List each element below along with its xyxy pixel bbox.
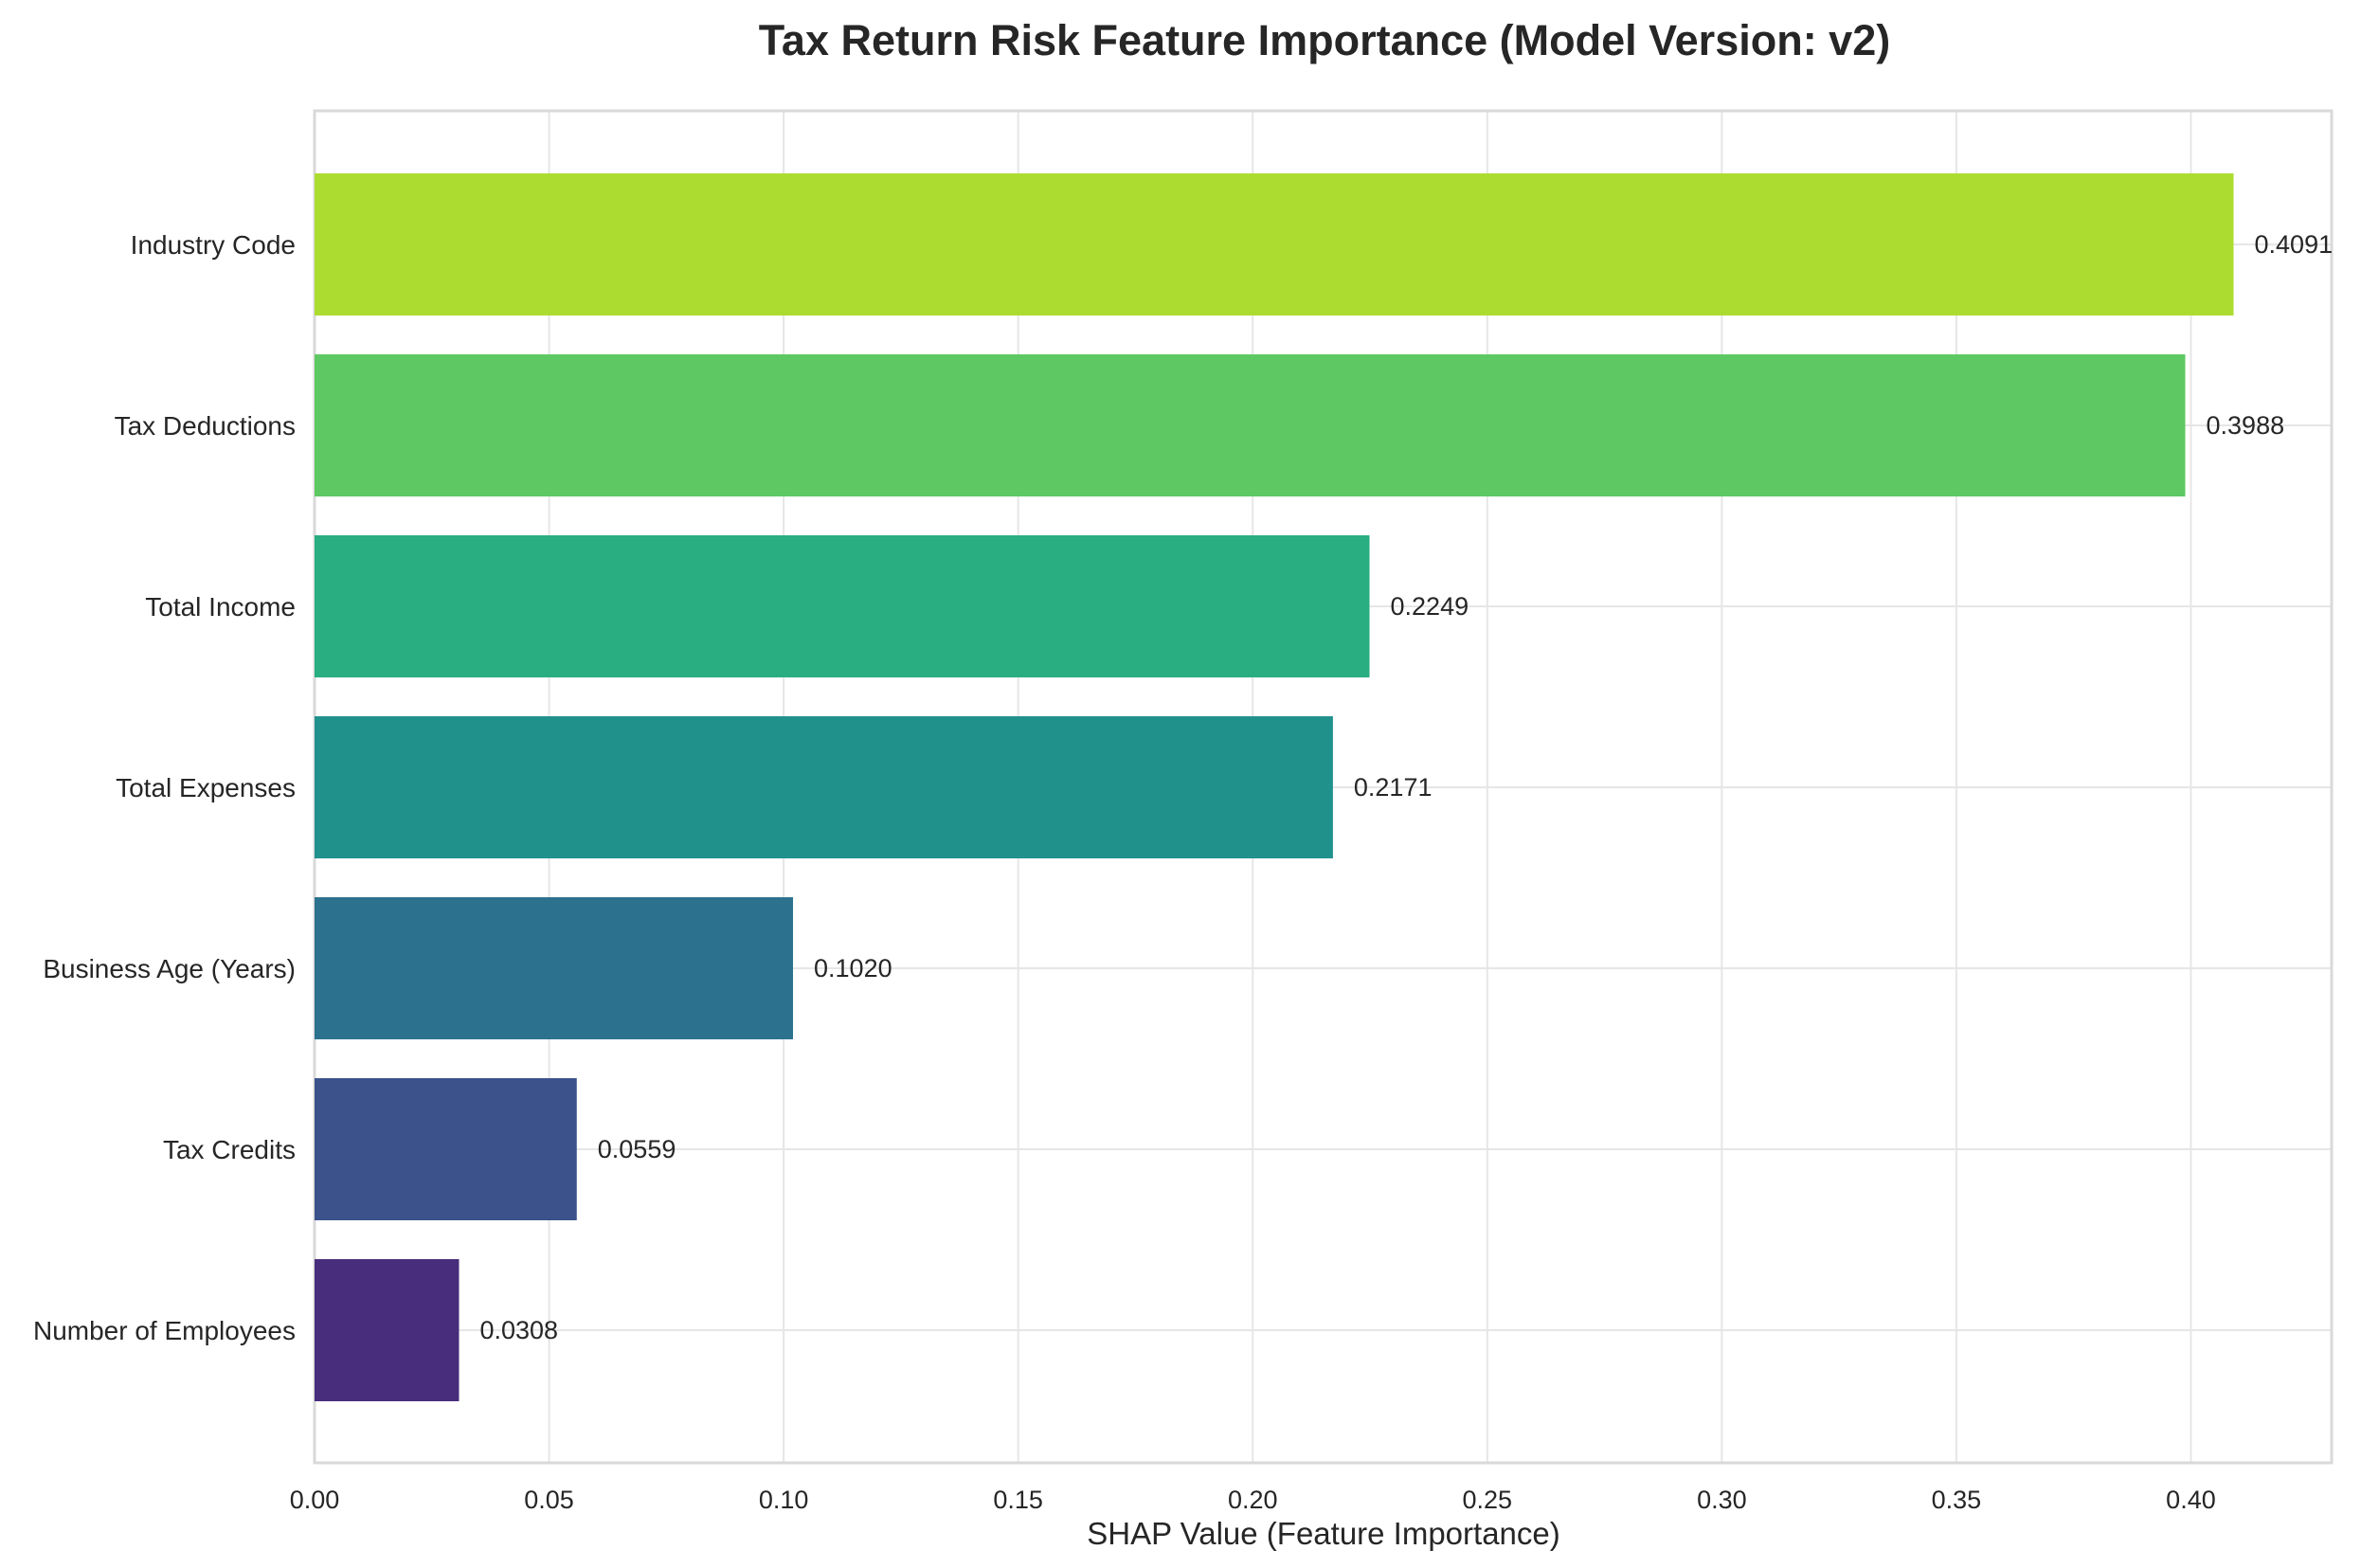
value-label: 0.1020 [814, 954, 892, 982]
value-label: 0.2171 [1354, 773, 1433, 802]
x-tick-label: 0.40 [2166, 1486, 2216, 1514]
category-label: Business Age (Years) [43, 954, 296, 983]
x-tick-label: 0.00 [290, 1486, 340, 1514]
category-label: Industry Code [131, 230, 296, 260]
value-label: 0.3988 [2207, 411, 2285, 440]
x-tick-label: 0.05 [524, 1486, 574, 1514]
x-tick-label: 0.10 [759, 1486, 809, 1514]
x-tick-label: 0.15 [993, 1486, 1043, 1514]
bar [315, 535, 1370, 677]
category-label: Number of Employees [33, 1316, 296, 1345]
x-tick-label: 0.30 [1697, 1486, 1747, 1514]
bars [315, 173, 2234, 1401]
x-tick-label: 0.20 [1228, 1486, 1278, 1514]
bar [315, 1259, 460, 1401]
x-axis-label: SHAP Value (Feature Importance) [1087, 1516, 1560, 1551]
value-label: 0.0559 [598, 1135, 676, 1163]
value-label: 0.0308 [479, 1316, 558, 1344]
chart-title: Tax Return Risk Feature Importance (Mode… [759, 16, 1890, 64]
value-label: 0.4091 [2255, 230, 2334, 259]
category-labels: Industry Code Tax Deductions Total Income T… [33, 230, 296, 1345]
bar [315, 354, 2186, 496]
category-label: Total Income [145, 592, 296, 622]
category-label: Tax Credits [163, 1135, 296, 1164]
x-tick-label: 0.35 [1932, 1486, 1982, 1514]
category-label: Total Expenses [116, 773, 296, 802]
x-tick-label: 0.25 [1463, 1486, 1513, 1514]
category-label: Tax Deductions [115, 411, 296, 441]
bar [315, 173, 2234, 315]
x-tick-labels: 0.00 0.05 0.10 0.15 0.20 0.25 0.30 0.35 0.40 [290, 1486, 2216, 1514]
value-labels: 0.4091 0.3988 0.2249 0.2171 0.1020 0.0559 0.03… [479, 230, 2333, 1344]
bar [315, 1078, 577, 1220]
value-label: 0.2249 [1391, 592, 1469, 621]
bar [315, 897, 794, 1039]
bar [315, 716, 1333, 858]
